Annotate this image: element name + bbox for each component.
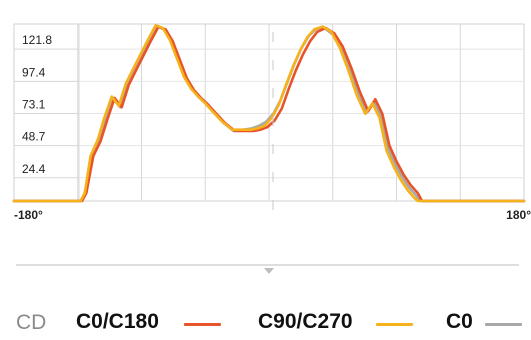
legend-label-c0-c180: C0/C180 [76, 310, 159, 333]
legend-label-c0: C0 [446, 310, 473, 333]
y-tick-label: 121.8 [22, 33, 52, 47]
x-tick-label: 180° [506, 208, 531, 222]
series-line-c90-c270 [12, 23, 526, 203]
legend-prefix: CD [16, 311, 47, 334]
tick-labels: 24.4 48.7 73.1 97.4 121.8 -180° 180° [14, 33, 531, 222]
y-tick-label: 97.4 [22, 65, 46, 79]
legend-swatch-c0 [485, 323, 522, 326]
legend-label-c90-c270: C90/C270 [258, 310, 353, 333]
divider-arrow-icon [264, 268, 274, 274]
legend: CD C0/C180 C90/C270 C0 [0, 308, 531, 340]
series-lines [12, 23, 526, 203]
candela-distribution-chart: 24.4 48.7 73.1 97.4 121.8 -180° 180° [12, 23, 531, 274]
legend-swatch-c0-c180 [184, 323, 221, 326]
grid [13, 23, 525, 202]
y-tick-label: 24.4 [22, 162, 46, 176]
series-line-c0 [12, 25, 526, 203]
legend-swatch-c90-c270 [376, 323, 413, 326]
chart-decorations [16, 32, 519, 274]
x-tick-label: -180° [14, 208, 43, 222]
series-line-c0-c180 [12, 25, 526, 203]
y-tick-label: 48.7 [22, 130, 46, 144]
y-tick-label: 73.1 [22, 97, 46, 111]
